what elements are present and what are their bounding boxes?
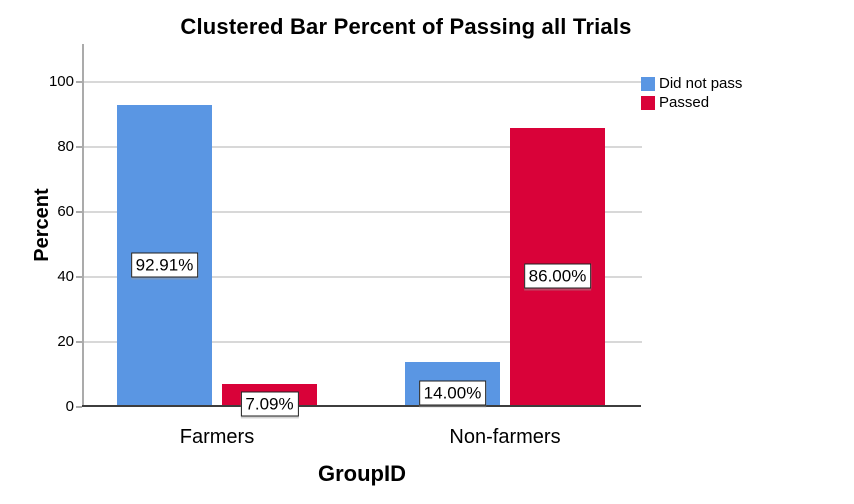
- legend-swatch-passed: [641, 95, 655, 110]
- gridline-40: [84, 276, 642, 278]
- legend-label-did-not-pass: Did not pass: [659, 75, 743, 92]
- y-tick-label-40: 40: [57, 268, 74, 285]
- y-tick-20: [76, 341, 82, 343]
- y-tick-label-60: 60: [57, 203, 74, 220]
- y-tick-80: [76, 146, 82, 148]
- legend-item-passed: Passed: [641, 95, 742, 110]
- y-axis-line: [82, 44, 84, 407]
- y-tick-label-80: 80: [57, 138, 74, 155]
- category-label-non-farmers: Non-farmers: [449, 426, 561, 448]
- legend-item-did-not-pass: Did not pass: [641, 76, 742, 91]
- bar-value-label-non-farmers-passed: 86.00%: [523, 263, 592, 289]
- y-tick-label-20: 20: [57, 333, 74, 350]
- y-tick-0: [76, 406, 82, 408]
- y-tick-40: [76, 276, 82, 278]
- bar-value-label-non-farmers-did-not-pass: 14.00%: [418, 380, 487, 406]
- gridline-60: [84, 211, 642, 213]
- gridline-100: [84, 81, 642, 83]
- legend-swatch-did-not-pass: [641, 76, 655, 91]
- category-label-farmers: Farmers: [179, 426, 255, 448]
- legend: Did not pass Passed: [641, 76, 742, 110]
- y-tick-60: [76, 211, 82, 213]
- y-tick-label-0: 0: [65, 398, 74, 415]
- chart-title: Clustered Bar Percent of Passing all Tri…: [180, 14, 632, 39]
- bar-value-label-farmers-did-not-pass: 92.91%: [130, 252, 199, 278]
- y-tick-100: [76, 81, 82, 83]
- bar-value-label-farmers-passed: 7.09%: [240, 391, 299, 417]
- gridline-80: [84, 146, 642, 148]
- legend-label-passed: Passed: [659, 94, 710, 111]
- x-axis-title: GroupID: [318, 461, 406, 486]
- y-tick-label-100: 100: [48, 73, 74, 90]
- gridline-20: [84, 341, 642, 343]
- x-axis-line: [82, 405, 641, 407]
- plot-area: 0 20 40 60 80 100 92.91% 14.00% 7.09% 86.00% Farm…: [49, 44, 642, 448]
